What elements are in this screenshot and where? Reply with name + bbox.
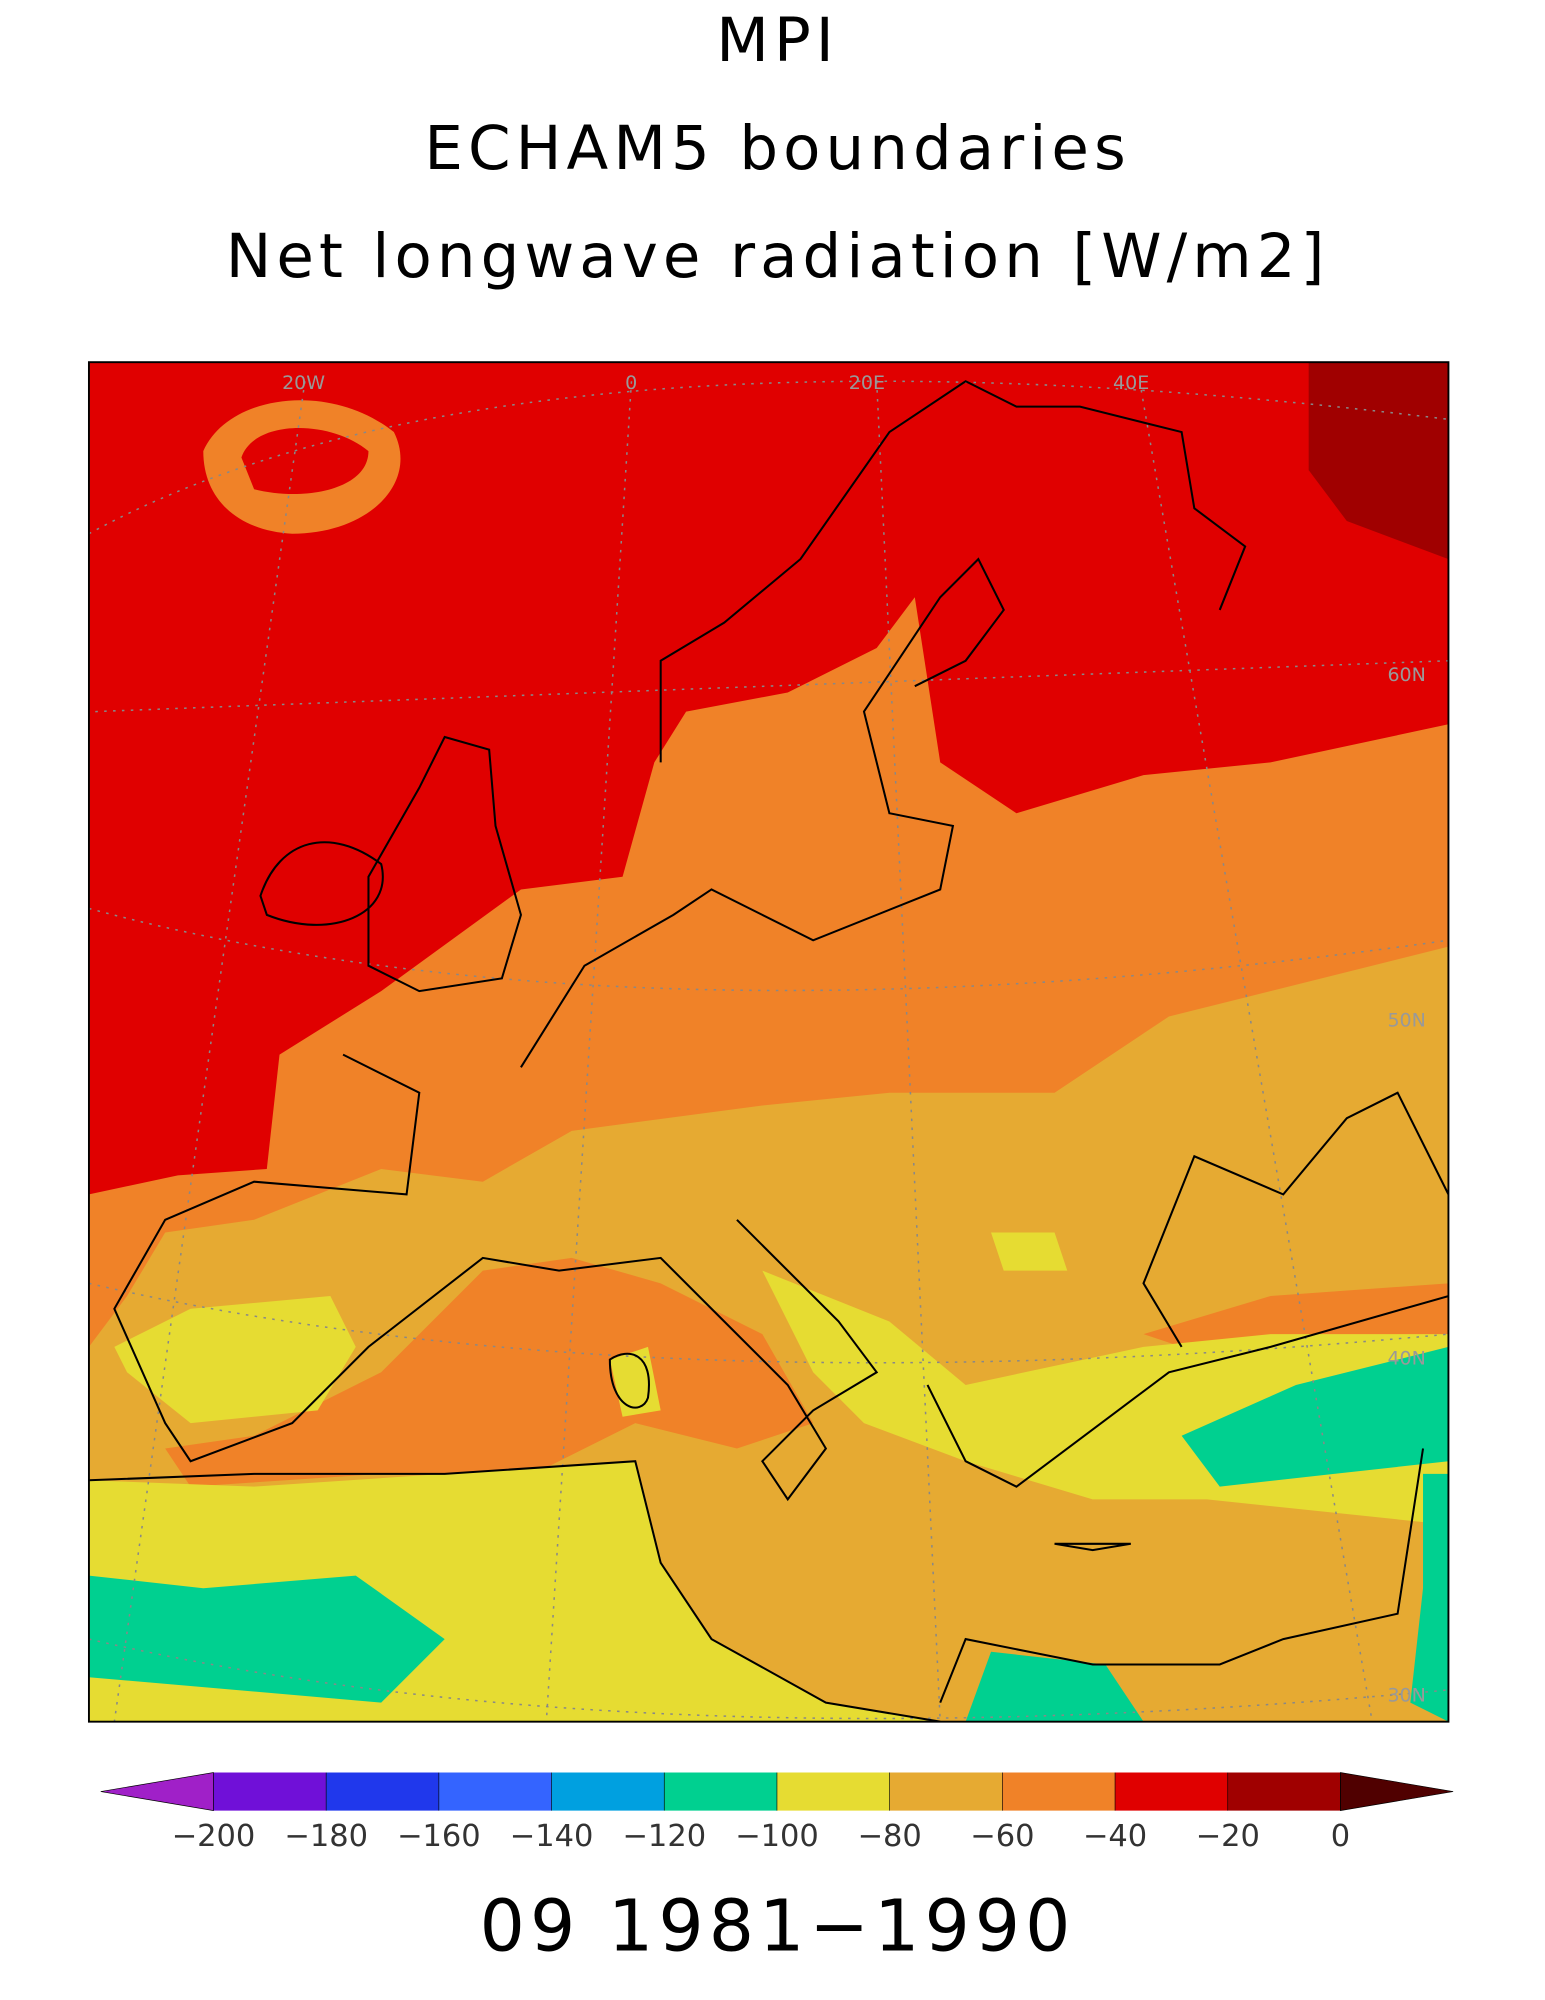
graticule-label: 40N — [1387, 1348, 1425, 1370]
colorbar-box — [326, 1772, 439, 1811]
graticule-label: 50N — [1387, 1010, 1425, 1032]
colorbar-extend-low — [100, 1772, 214, 1811]
graticule-label: 40E — [1113, 372, 1149, 394]
graticule-label: 0 — [625, 372, 637, 394]
title-line: ECHAM5 boundaries — [424, 113, 1130, 184]
colorbar-label: −20 — [1196, 1819, 1260, 1854]
colorbar-label: −40 — [1083, 1819, 1147, 1854]
colorbar-box — [889, 1772, 1003, 1811]
colorbar-box — [1115, 1772, 1228, 1811]
graticule-label: 30N — [1387, 1684, 1425, 1706]
colorbar-box — [551, 1772, 665, 1811]
colorbar-label: −140 — [510, 1819, 594, 1854]
title-line: MPI — [716, 5, 839, 76]
colorbar-box — [776, 1772, 890, 1811]
colorbar-label: −120 — [622, 1819, 706, 1854]
colorbar-label: −60 — [970, 1819, 1034, 1854]
graticule-label: 60N — [1387, 664, 1425, 686]
map-field — [88, 362, 1449, 1722]
colorbar-extend-high — [1340, 1772, 1454, 1811]
colorbar-label: −80 — [857, 1819, 921, 1854]
graticule-label: 20W — [282, 372, 325, 394]
colorbar-box — [1002, 1772, 1116, 1811]
colorbar-box — [213, 1772, 327, 1811]
graticule-label: 20E — [849, 372, 885, 394]
colorbar-label: 0 — [1331, 1819, 1350, 1854]
colorbar-label: −180 — [284, 1819, 368, 1854]
colorbar-box — [664, 1772, 777, 1811]
colorbar-box — [1227, 1772, 1341, 1811]
colorbar-label: −100 — [735, 1819, 819, 1854]
colorbar-label: −160 — [397, 1819, 481, 1854]
title-line: Net longwave radiation [W/m2] — [226, 221, 1330, 292]
footer: 09 1981−1990 — [480, 1884, 1076, 1967]
colorbar-label: −200 — [172, 1819, 256, 1854]
map-frame — [87, 361, 1450, 1723]
colorbar-box — [438, 1772, 552, 1811]
